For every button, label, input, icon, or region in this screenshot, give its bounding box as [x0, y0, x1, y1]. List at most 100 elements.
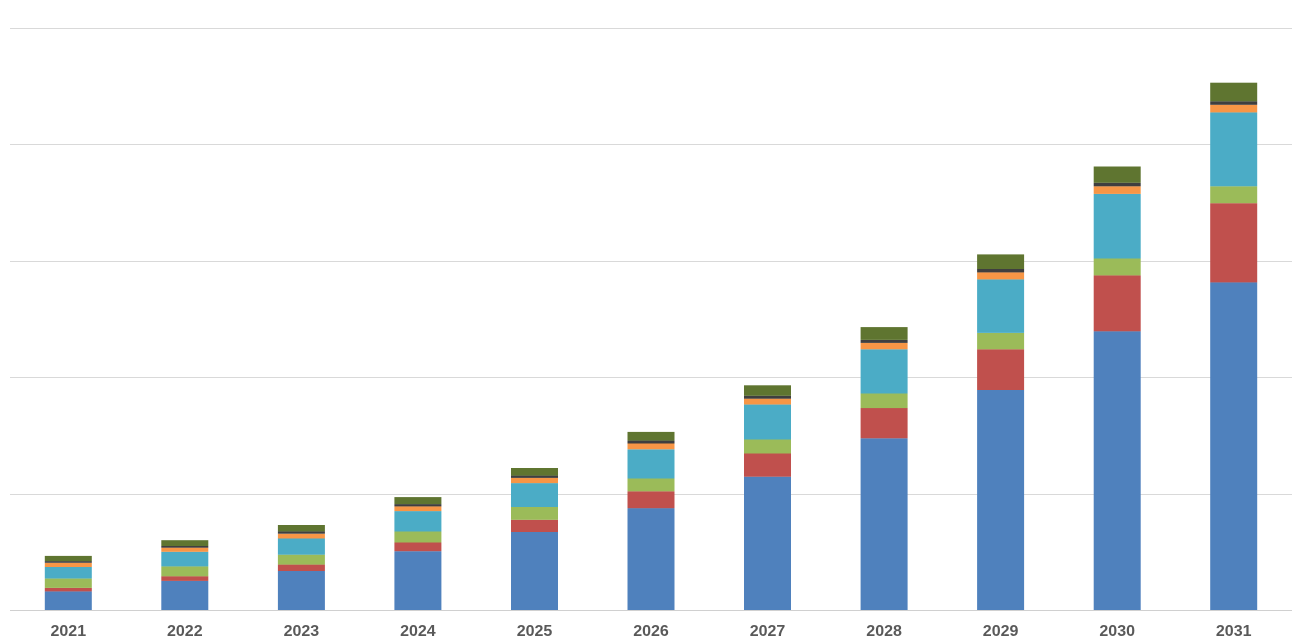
bar-segment-2026-s3 [627, 478, 675, 492]
bar-stack-2023 [277, 525, 325, 610]
bar-segment-2021-s5 [44, 562, 92, 567]
bar-segment-2022-s5 [161, 547, 209, 552]
bar-segment-2023-s5 [277, 533, 325, 539]
bar-segment-2029-s2 [977, 349, 1025, 390]
bar-segment-2021-s6 [44, 561, 92, 563]
bar-segment-2026-s2 [627, 491, 675, 509]
bar-segment-2031-s3 [1210, 186, 1258, 204]
bar-segment-2027-s6 [744, 395, 791, 399]
bar-stack-2029 [977, 254, 1025, 610]
bar-segment-2022-s7 [161, 540, 209, 546]
bar-segment-2022-s3 [161, 566, 209, 577]
bar-segment-2027-s2 [744, 453, 791, 477]
bar-segment-2029-s1 [977, 390, 1025, 610]
bar-segment-2025-s2 [511, 519, 558, 532]
bar-stack-2024 [394, 497, 442, 610]
x-tick-label: 2022 [167, 623, 203, 640]
bar-segment-2022-s1 [161, 580, 209, 610]
bar-segment-2021-s4 [44, 566, 92, 579]
x-tick-label: 2030 [1099, 623, 1135, 640]
bar-segment-2029-s3 [977, 333, 1025, 350]
bar-segment-2024-s7 [394, 497, 442, 505]
bar-segment-2027-s3 [744, 439, 791, 454]
bar-segment-2026-s7 [627, 431, 675, 441]
x-tick-label: 2029 [983, 623, 1019, 640]
bar-segment-2023-s4 [277, 538, 325, 555]
bar-segment-2028-s3 [860, 393, 908, 409]
bar-segment-2024-s4 [394, 511, 442, 532]
bar-stack-2031 [1210, 82, 1258, 610]
bar-segment-2031-s4 [1210, 112, 1258, 187]
bar-stack-2025 [511, 468, 558, 610]
bar-segment-2029-s5 [977, 272, 1025, 280]
bar-segment-2023-s6 [277, 531, 325, 534]
bar-stack-2028 [860, 327, 908, 610]
bar-segment-2023-s3 [277, 554, 325, 565]
bar-segment-2030-s5 [1093, 186, 1141, 194]
bar-stack-2030 [1093, 166, 1141, 610]
bar-segment-2025-s6 [511, 475, 558, 478]
bar-segment-2023-s7 [277, 525, 325, 532]
bar-segment-2021-s3 [44, 578, 92, 588]
bar-segment-2031-s5 [1210, 104, 1258, 113]
bar-segment-2028-s5 [860, 342, 908, 350]
bar-segment-2022-s4 [161, 551, 209, 567]
bar-segment-2024-s6 [394, 504, 442, 507]
x-axis-labels: 2021 2022 2023 2024 2025 2026 2027 2028 2029 2030… [51, 623, 1252, 640]
bar-segment-2025-s1 [511, 532, 558, 610]
bar-segment-2025-s4 [511, 483, 558, 507]
bar-segment-2029-s7 [977, 254, 1025, 269]
bar-segment-2030-s1 [1093, 331, 1141, 610]
bar-segment-2025-s7 [511, 468, 558, 476]
bar-segment-2027-s1 [744, 476, 791, 610]
bar-segment-2023-s1 [277, 571, 325, 610]
bar-stack-2022 [161, 540, 209, 610]
bar-segment-2025-s3 [511, 507, 558, 520]
bar-segment-2028-s1 [860, 438, 908, 610]
x-tick-label: 2021 [51, 623, 87, 640]
bar-segment-2028-s4 [860, 349, 908, 394]
bar-segment-2026-s4 [627, 449, 675, 479]
bar-segment-2030-s4 [1093, 193, 1141, 259]
x-tick-label: 2024 [400, 623, 436, 640]
bar-stacks [44, 82, 1258, 610]
bar-segment-2031-s2 [1210, 203, 1258, 283]
bar-segment-2029-s4 [977, 279, 1025, 333]
bar-segment-2022-s6 [161, 546, 209, 548]
bar-segment-2029-s6 [977, 268, 1025, 273]
bar-segment-2021-s2 [44, 587, 92, 592]
bar-segment-2028-s7 [860, 327, 908, 340]
bar-segment-2021-s1 [44, 591, 92, 610]
x-tick-label: 2031 [1216, 623, 1252, 640]
x-tick-label: 2026 [633, 623, 669, 640]
bar-segment-2024-s1 [394, 551, 442, 610]
bar-segment-2030-s7 [1093, 166, 1141, 183]
bar-segment-2025-s5 [511, 477, 558, 484]
bar-segment-2024-s2 [394, 542, 442, 552]
x-tick-label: 2027 [750, 623, 786, 640]
bar-segment-2026-s6 [627, 440, 675, 444]
bar-segment-2021-s7 [44, 555, 92, 562]
bar-segment-2031-s7 [1210, 82, 1258, 102]
bar-segment-2027-s4 [744, 404, 791, 440]
bar-segment-2027-s7 [744, 385, 791, 396]
bar-segment-2023-s2 [277, 564, 325, 571]
bar-segment-2024-s3 [394, 531, 442, 543]
bar-segment-2031-s6 [1210, 101, 1258, 105]
bar-segment-2030-s6 [1093, 182, 1141, 187]
bar-segment-2022-s2 [161, 576, 209, 581]
gridlines [10, 28, 1292, 611]
bar-segment-2030-s3 [1093, 258, 1141, 276]
bar-stack-2021 [44, 555, 92, 610]
bar-segment-2031-s1 [1210, 282, 1258, 610]
bar-stack-2027 [744, 385, 791, 610]
x-tick-label: 2023 [284, 623, 320, 640]
bar-segment-2026-s5 [627, 443, 675, 450]
bar-segment-2027-s5 [744, 398, 791, 405]
bar-segment-2030-s2 [1093, 275, 1141, 332]
bar-stack-2026 [627, 431, 675, 610]
x-tick-label: 2028 [866, 623, 902, 640]
bar-segment-2028-s6 [860, 340, 908, 343]
